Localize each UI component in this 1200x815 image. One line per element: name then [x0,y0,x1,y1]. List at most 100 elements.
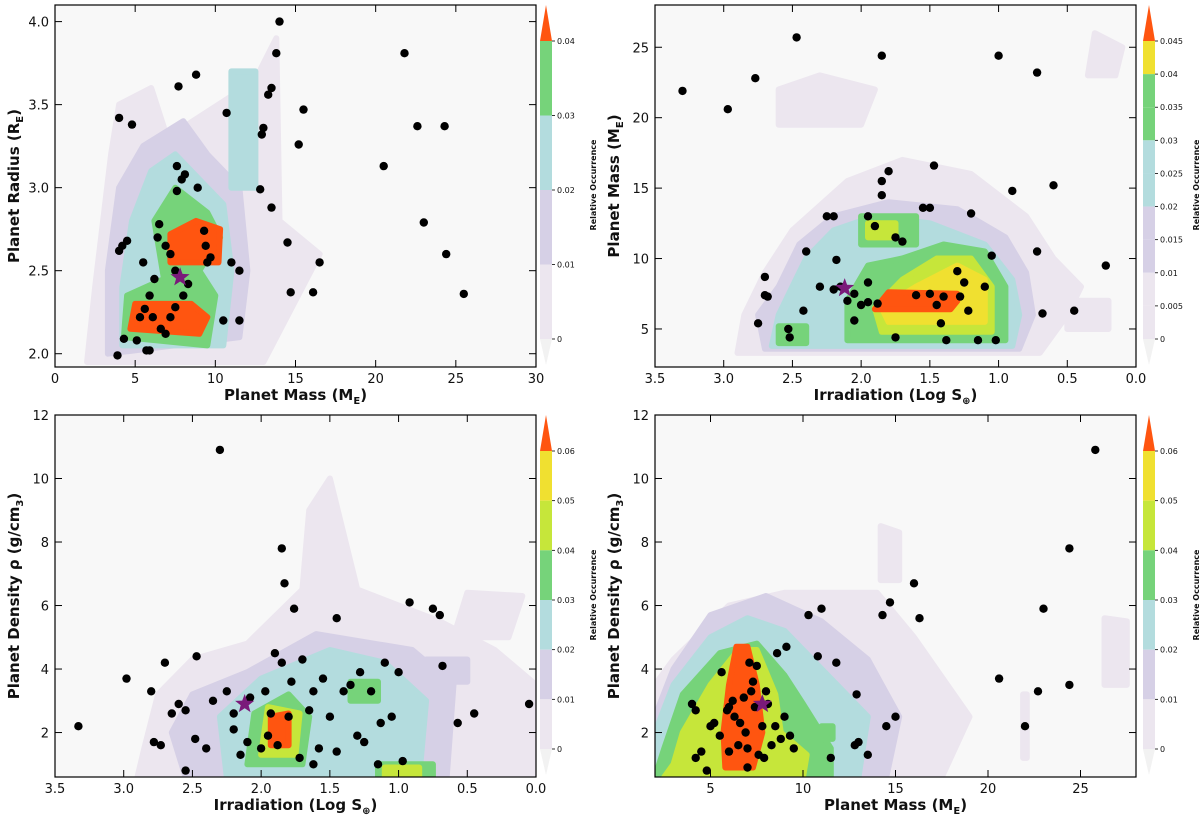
data-point [767,741,776,750]
data-point [826,753,835,763]
colorbar-segment [1143,41,1155,75]
data-point [229,725,238,734]
highlight-star-marker [235,694,255,713]
data-point [459,289,468,299]
data-point [172,186,182,196]
data-point [891,233,900,242]
data-point [994,51,1003,60]
data-point [955,292,965,301]
data-point [160,658,170,667]
colorbar-segment [540,115,552,190]
x-tick-label: 10 [207,372,224,387]
colorbar-tick-label: 0.03 [557,596,575,605]
x-tick-label: 2.5 [182,782,203,797]
data-point [960,278,969,287]
data-point [215,445,225,455]
colorbar-tick-label: 0.04 [1160,70,1178,79]
data-point [1008,186,1017,196]
data-point [379,161,388,171]
panel-mass-vs-irradiation: 3.5 3.0 2.5 2.0 1.5 1.0 0.5 0.0 5 10 15 20 25 Irradia… [605,4,1200,407]
colorbar-bottom-extend [540,339,552,365]
colorbar-segment [1143,500,1155,551]
data-point [724,747,734,756]
colorbar-title: Relative Occurrence [589,549,598,640]
colorbar-tick-label: 0.01 [557,695,575,704]
data-point [891,712,900,721]
data-point [829,285,838,294]
data-point [294,140,303,149]
data-point [191,70,201,79]
data-point [376,718,385,728]
data-point [287,677,296,686]
data-point [863,298,873,307]
x-tick-label: 20 [367,372,384,387]
data-point [785,731,795,740]
colorbar-tick-label: 0.05 [1160,497,1178,506]
data-point [882,722,891,731]
data-point [235,266,244,275]
colorbar-tick-label: 0.045 [1160,37,1183,46]
data-point [289,604,299,613]
data-point [743,744,752,753]
data-point [850,289,859,298]
data-point [751,74,760,83]
x-axis-label: Planet Mass (ME) [824,796,967,815]
data-point [405,598,414,607]
data-point [127,120,137,129]
colorbar-segment [540,264,552,339]
data-point [245,693,255,702]
data-point [419,218,428,227]
panel-density-vs-mass: 5 10 15 20 25 2 4 6 8 10 12 Planet Mass (ME) Planet … [605,409,1200,815]
plot-frame [54,414,537,778]
x-tick-label: 3.0 [113,782,134,797]
colorbar-tick-label: 0 [1160,335,1165,344]
data-point [843,296,852,305]
colorbar-bottom-extend [1143,339,1155,365]
data-point [309,687,318,696]
y-tick-label: 8 [641,536,649,551]
data-point [180,170,190,179]
y-tick-label: 3.5 [28,99,49,114]
data-point [428,604,438,613]
data-point [966,209,976,218]
data-point [318,674,328,683]
data-point [873,299,882,308]
colorbar-segment [1143,107,1155,141]
data-point [257,130,266,139]
colorbar-tick-label: 0.06 [1160,447,1178,456]
colorbar-segment [1143,649,1155,700]
data-point [911,291,921,300]
y-tick-label: 5 [641,323,649,338]
data-point [739,693,748,702]
x-axis-label: Planet Mass (ME) [224,386,367,407]
data-point [753,319,763,328]
data-point [832,255,841,265]
data-point [822,212,831,221]
colorbar-segment [540,500,552,551]
data-point [734,741,743,750]
y-tick-label: 3.0 [28,182,49,197]
colorbar-segment [540,550,552,600]
data-point [264,90,273,99]
data-point [939,292,948,301]
data-point [440,122,449,131]
data-point [179,291,188,300]
data-point [266,709,275,718]
data-point [132,336,141,345]
colorbar-tick-label: 0 [557,335,562,344]
contour-level-2 [423,656,471,685]
data-point [702,766,711,775]
data-point [929,161,939,170]
colorbar-tick-label: 0.05 [557,497,575,506]
colorbar-segment [1143,305,1155,339]
colorbar: 0 0.01 0.02 0.03 0.04 0.05 0.06 Relative Occurr… [540,415,598,775]
data-point [181,706,190,715]
data-point [863,750,872,759]
data-point [524,699,534,709]
data-point [717,668,726,677]
colorbar-segment [1143,600,1155,650]
y-axis-label: Planet Density ρ (g/cm3) [605,493,626,699]
colorbar-tick-label: 0.02 [1160,646,1178,655]
data-point [199,226,209,235]
colorbar-title: Relative Occurrence [589,139,598,230]
